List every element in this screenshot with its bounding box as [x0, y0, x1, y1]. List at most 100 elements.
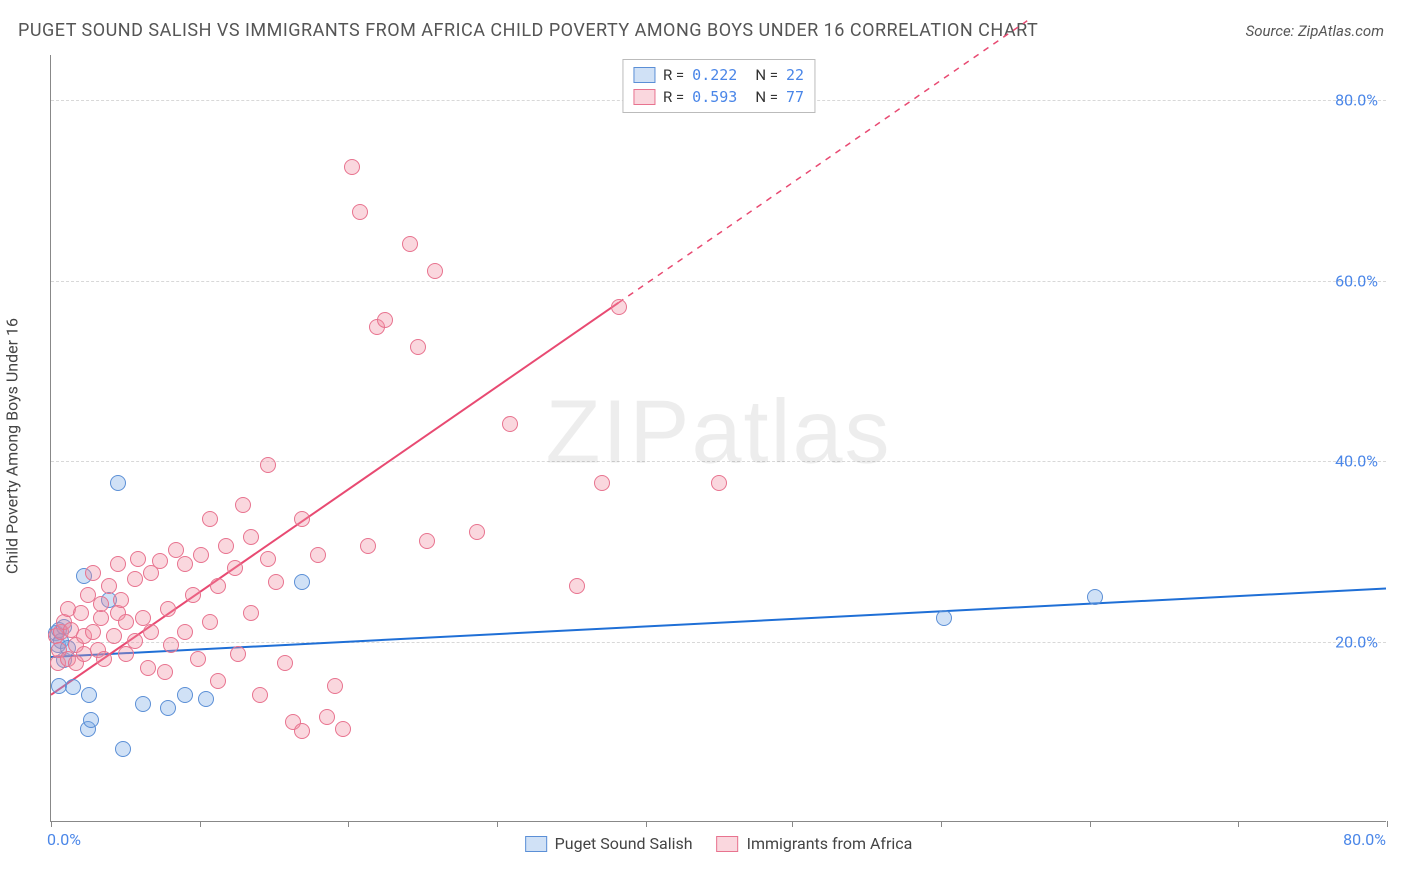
data-point-series-1 [101, 578, 117, 594]
data-point-series-1 [202, 614, 218, 630]
n-value-1: 77 [786, 88, 804, 106]
x-tick-mark [348, 821, 349, 827]
legend-row: R = 0.222 N = 22 [633, 64, 804, 86]
data-point-series-1 [118, 614, 134, 630]
chart-title: PUGET SOUND SALISH VS IMMIGRANTS FROM AF… [18, 20, 1038, 41]
data-point-series-1 [127, 633, 143, 649]
r-value-0: 0.222 [692, 66, 737, 84]
swatch-series-1 [633, 89, 655, 105]
data-point-series-0 [294, 574, 310, 590]
x-tick-mark [497, 821, 498, 827]
data-point-series-1 [127, 571, 143, 587]
trend-lines [51, 55, 1386, 821]
swatch-series-1 [717, 836, 739, 852]
data-point-series-1 [268, 574, 284, 590]
legend-label: Puget Sound Salish [555, 834, 693, 853]
data-point-series-1 [260, 457, 276, 473]
x-tick-mark [1387, 821, 1388, 827]
data-point-series-1 [569, 578, 585, 594]
x-tick-mark [1090, 821, 1091, 827]
data-point-series-0 [83, 712, 99, 728]
data-point-series-1 [711, 475, 727, 491]
data-point-series-1 [185, 587, 201, 603]
x-tick-mark [51, 821, 52, 827]
data-point-series-1 [118, 646, 134, 662]
data-point-series-1 [419, 533, 435, 549]
n-value-0: 22 [786, 66, 804, 84]
data-point-series-1 [235, 497, 251, 513]
data-point-series-1 [140, 660, 156, 676]
data-point-series-1 [177, 556, 193, 572]
data-point-series-1 [427, 263, 443, 279]
data-point-series-1 [210, 673, 226, 689]
data-point-series-1 [277, 655, 293, 671]
data-point-series-1 [85, 565, 101, 581]
data-point-series-1 [260, 551, 276, 567]
data-point-series-1 [319, 709, 335, 725]
data-point-series-1 [360, 538, 376, 554]
x-tick-min: 0.0% [47, 830, 81, 849]
data-point-series-1 [210, 578, 226, 594]
data-point-series-1 [93, 596, 109, 612]
data-point-series-1 [230, 646, 246, 662]
data-point-series-1 [227, 560, 243, 576]
legend-label: Immigrants from Africa [747, 834, 913, 853]
data-point-series-1 [190, 651, 206, 667]
data-point-series-1 [243, 605, 259, 621]
data-point-series-1 [252, 687, 268, 703]
data-point-series-1 [130, 551, 146, 567]
data-point-series-0 [177, 687, 193, 703]
plot-area: ZIPatlas R = 0.222 N = 22 R = 0.593 N = … [50, 55, 1386, 822]
x-tick-max: 80.0% [1343, 830, 1386, 849]
data-point-series-1 [410, 339, 426, 355]
data-point-series-1 [106, 628, 122, 644]
x-tick-mark [1238, 821, 1239, 827]
data-point-series-1 [218, 538, 234, 554]
data-point-series-1 [352, 204, 368, 220]
data-point-series-0 [81, 687, 97, 703]
correlation-chart: PUGET SOUND SALISH VS IMMIGRANTS FROM AF… [0, 0, 1406, 892]
legend-item: Puget Sound Salish [525, 834, 693, 853]
swatch-series-0 [633, 67, 655, 83]
data-point-series-0 [1087, 589, 1103, 605]
data-point-series-1 [310, 547, 326, 563]
legend-item: Immigrants from Africa [717, 834, 913, 853]
data-point-series-1 [110, 556, 126, 572]
data-point-series-1 [157, 664, 173, 680]
y-axis-label: Child Poverty Among Boys Under 16 [3, 318, 22, 574]
x-tick-mark [792, 821, 793, 827]
data-point-series-1 [377, 312, 393, 328]
data-point-series-0 [135, 696, 151, 712]
data-point-series-0 [160, 700, 176, 716]
data-point-series-1 [143, 624, 159, 640]
swatch-series-0 [525, 836, 547, 852]
data-point-series-1 [163, 637, 179, 653]
data-point-series-1 [344, 159, 360, 175]
x-tick-mark [941, 821, 942, 827]
x-tick-mark [200, 821, 201, 827]
data-point-series-0 [65, 679, 81, 695]
legend-correlation: R = 0.222 N = 22 R = 0.593 N = 77 [622, 59, 815, 113]
legend-row: R = 0.593 N = 77 [633, 86, 804, 108]
data-point-series-1 [243, 529, 259, 545]
data-point-series-1 [335, 721, 351, 737]
data-point-series-1 [294, 511, 310, 527]
data-point-series-1 [402, 236, 418, 252]
data-point-series-1 [85, 624, 101, 640]
legend-series: Puget Sound Salish Immigrants from Afric… [525, 834, 913, 853]
data-point-series-1 [113, 592, 129, 608]
data-point-series-1 [73, 605, 89, 621]
data-point-series-0 [110, 475, 126, 491]
x-tick-mark [646, 821, 647, 827]
data-point-series-1 [160, 601, 176, 617]
data-point-series-0 [198, 691, 214, 707]
data-point-series-1 [594, 475, 610, 491]
data-point-series-1 [177, 624, 193, 640]
data-point-series-1 [502, 416, 518, 432]
data-point-series-1 [202, 511, 218, 527]
data-point-series-1 [469, 524, 485, 540]
data-point-series-1 [152, 553, 168, 569]
data-point-series-1 [193, 547, 209, 563]
r-value-1: 0.593 [692, 88, 737, 106]
data-point-series-1 [327, 678, 343, 694]
